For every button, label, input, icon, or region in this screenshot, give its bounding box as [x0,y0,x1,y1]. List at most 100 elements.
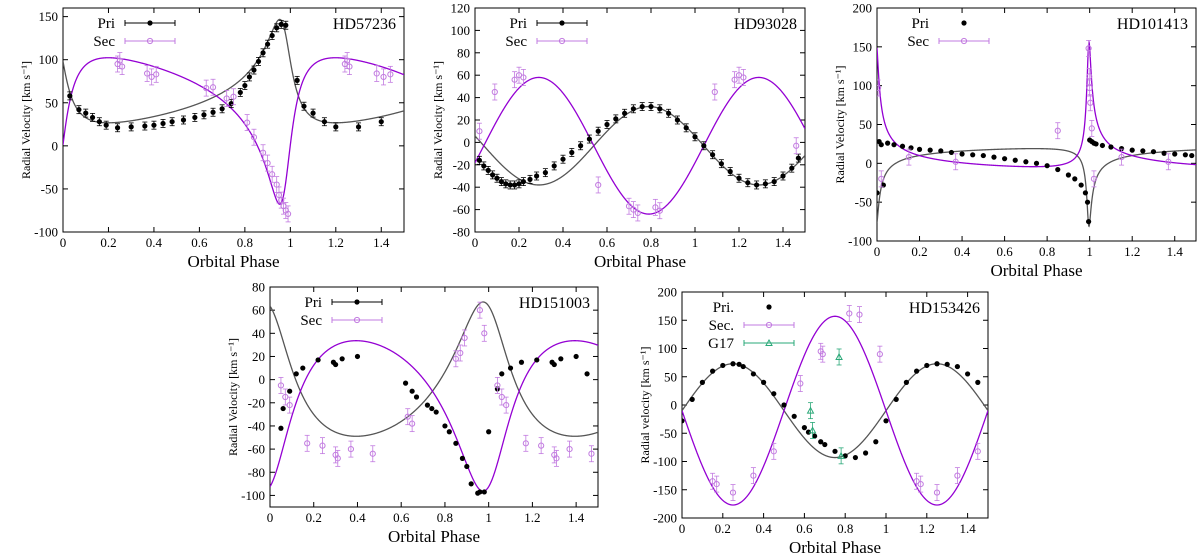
data-point [89,114,96,121]
data-point [277,382,285,389]
data-point [711,88,718,96]
data-point [806,406,815,414]
data-point [128,124,134,130]
legend: Pri. Sec. G17 [708,300,795,352]
data-point [586,136,592,142]
data-point [251,67,257,73]
data-point [1044,163,1050,169]
data-point [209,84,217,91]
data-point [863,450,869,456]
y-tick-label: 100 [658,341,678,356]
data-point [507,182,513,188]
y-tick-label: 60 [457,68,470,83]
x-tick-label: 0.6 [796,521,813,536]
legend: Pri Sec [93,16,176,50]
plot-axes: 0 0.2 0.4 0.6 0.8 1 1.2 1.4 -100 -80 -60 -40 -20 0 20 4… [241,280,599,525]
data-point [114,125,121,131]
x-axis-label: Orbital Phase [187,252,279,271]
data-point [119,63,126,70]
data-point [269,171,276,178]
x-tick-label: 0.2 [100,235,116,250]
data-point [970,152,976,158]
data-point [1090,175,1098,182]
data-point [819,351,826,358]
data-point [244,119,251,126]
data-point [551,163,557,169]
primary-model-curve [475,105,805,186]
data-point [657,106,663,112]
data-point [223,95,230,102]
data-point [558,37,566,45]
data-point [542,170,548,176]
data-point [522,440,529,447]
data-point [520,179,526,185]
x-tick-label: 0.6 [393,510,410,525]
data-point [494,382,501,389]
data-point [899,143,906,149]
data-point [729,489,737,496]
data-point [1182,152,1188,158]
x-tick-label: 0.4 [146,235,163,250]
x-tick-label: 0.8 [643,235,659,250]
data-point [880,182,886,188]
data-point [791,413,797,419]
data-point [761,379,767,385]
data-point [1087,99,1094,106]
data-point [980,152,986,159]
x-tick-label: 0.4 [349,510,366,525]
data-point [476,307,484,314]
data-point [334,455,341,462]
plot-axes: 0 0.2 0.4 0.6 0.8 1 1.2 1.4 -200 -150 -100 -50 0 50 10… [653,285,989,536]
data-point [481,330,488,337]
y-tick-label: 120 [451,1,471,16]
legend-label: Sec. [709,318,734,334]
data-point [893,396,899,402]
primary-model-curve [63,18,404,124]
data-point [468,481,474,487]
data-point [538,442,545,449]
data-points [877,39,1195,225]
chart-title: HD93028 [734,16,797,33]
data-point [413,394,420,400]
x-tick-label: 1 [883,521,890,536]
data-point [584,371,590,377]
data-point [67,93,73,99]
data-point [404,413,411,420]
y-tick-label: -100 [653,454,677,469]
data-point [1108,144,1114,150]
chart-svg: 0 0.2 0.4 0.6 0.8 1 1.2 1.4 -200 -150 -100 -50 0 50 10… [638,285,989,557]
data-point [1033,160,1040,166]
data-point [573,353,579,360]
data-point [622,110,628,116]
data-point [294,77,300,83]
y-tick-label: 40 [457,90,470,105]
data-point [917,481,924,488]
x-tick-label: 0.8 [837,521,853,536]
data-point [269,32,275,39]
x-tick-label: 1.2 [1124,244,1140,259]
y-tick-label: 100 [853,78,873,93]
data-point [304,440,311,447]
chart-panel-hd101413: 0 0.2 0.4 0.6 0.8 1 1.2 1.4 -100 -50 0 50 100 150 200 O… [810,0,1200,282]
data-points [67,19,394,223]
chart-title: HD57236 [333,16,396,33]
data-point [512,182,518,188]
data-point [905,154,913,161]
data-point [339,356,345,362]
data-point [1065,172,1071,178]
data-point [442,423,448,429]
data-point [333,124,339,130]
data-point [142,123,148,129]
data-point [812,433,818,439]
y-tick-label: 100 [39,52,59,67]
data-point [527,176,533,182]
data-point [765,321,773,329]
data-point [883,418,889,424]
data-point [293,371,299,377]
data-point [153,71,160,78]
x-tick-label: 1 [485,510,492,525]
x-tick-label: 1.2 [524,510,540,525]
y-tick-label: 60 [252,303,265,318]
data-point [481,489,487,495]
data-point [559,20,565,26]
